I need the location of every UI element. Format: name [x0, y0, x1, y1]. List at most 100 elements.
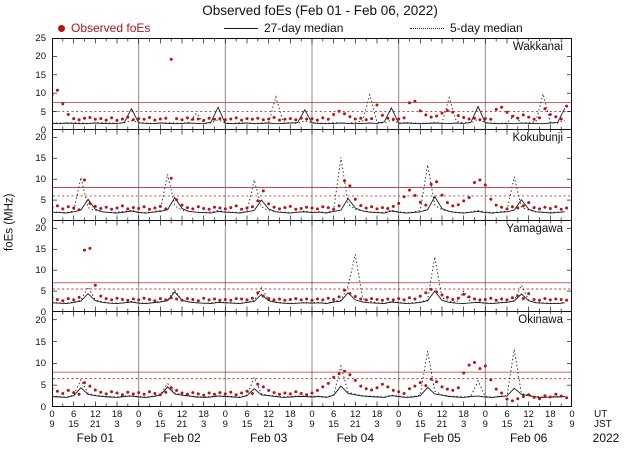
x-tick-label: 0 [482, 409, 488, 420]
x-tick-label: 3 [461, 419, 467, 430]
axis-ticks [52, 39, 572, 129]
y-tick-label: 20 [35, 223, 46, 235]
median27-line [52, 105, 566, 125]
axis-ticks [52, 312, 572, 406]
x-tick-label: 3 [114, 419, 120, 430]
y-tick-label: 10 [35, 88, 46, 100]
x-axis-jst-row: 9 15 21 3 9 15 21 3 9 15 21 3 9 15 21 3 9 15 21 3 9 15 21 3 9 [49, 419, 574, 430]
day-separators [138, 130, 486, 220]
x-tick-label: 12 [350, 409, 361, 420]
x-tick-label: 6 [157, 409, 163, 420]
y-tick-label: 0 [40, 125, 46, 136]
median27-line [52, 195, 565, 214]
x-tick-label: 9 [396, 419, 402, 430]
y-tick-label: 15 [35, 153, 46, 165]
x-tick-label: 3 [547, 419, 553, 430]
station-label-wakkanai: Wakkanai [510, 41, 565, 53]
panel-canvas-okinawa [52, 311, 572, 407]
x-tick-label: 3 [287, 419, 293, 430]
panel-border [52, 311, 572, 407]
x-tick-label: 18 [198, 409, 209, 420]
x-tick-label: 21 [350, 419, 361, 430]
dotted-line-icon [410, 27, 444, 29]
date-label: Feb 03 [249, 431, 288, 445]
observed-points [52, 57, 569, 122]
x-tick-label: 12 [90, 409, 101, 420]
x-tick-label: 0 [136, 409, 142, 420]
observed-dot-icon [58, 24, 65, 32]
x-tick-label: 21 [90, 419, 101, 430]
date-label: Feb 02 [163, 431, 201, 445]
legend: Observed foEs 27-day median 5-day median [0, 21, 640, 37]
y-tick-label: 20 [35, 314, 46, 326]
station-label-okinawa: Okinawa [516, 314, 565, 326]
y-tick-label: 25 [35, 33, 46, 44]
y-tick-label: 10 [35, 174, 46, 186]
y-tick-label: 5 [40, 380, 46, 392]
solid-line-icon [224, 27, 258, 29]
station-label-kokubunji: Kokubunji [510, 132, 565, 144]
x-tick-label: 9 [569, 419, 575, 430]
threshold-lines [53, 102, 571, 113]
x-tick-label: 12 [436, 409, 448, 420]
x-tick-label: 15 [328, 419, 339, 430]
y-tick-label: 0 [40, 307, 46, 318]
threshold-lines [53, 282, 571, 290]
x-tick-label: 0 [49, 409, 55, 420]
x-tick-label: 9 [309, 419, 315, 430]
x-tick-label: 15 [415, 419, 426, 430]
y-tick-labels: 25 20 15 10 5 0 20 15 10 5 0 20 15 10 5 0 20 15 10 5 0 [0, 33, 50, 413]
panel-canvas-wakkanai [52, 38, 572, 130]
x-tick-label: 9 [49, 419, 55, 430]
x-axis-date-row: Feb 01 Feb 02 Feb 03 Feb 04 Feb 05 Feb 06 [52, 431, 572, 446]
x-tick-label: 18 [458, 409, 469, 420]
panel-yamagawa: Yamagawa [52, 220, 572, 312]
x-tick-label: 3 [201, 419, 207, 430]
x-tick-label: 15 [155, 419, 166, 430]
day-separators [138, 221, 486, 311]
day-separators [138, 39, 486, 129]
x-tick-label: 15 [501, 419, 513, 430]
x-tick-label: 18 [285, 409, 296, 420]
x-tick-label: 6 [244, 409, 250, 420]
chart-title: Observed foEs (Feb 01 - Feb 06, 2022) [202, 3, 438, 18]
x-tick-label: 0 [569, 409, 575, 420]
median27-line [52, 385, 565, 398]
y-tick-label: 5 [40, 286, 46, 298]
x-tick-label: 21 [523, 419, 534, 430]
x-tick-label: 15 [68, 419, 79, 430]
y-tick-label: 15 [35, 336, 46, 348]
plot-area: Wakkanai Kokubunji Yamagawa Okinawa [52, 38, 572, 407]
y-tick-label: 10 [35, 265, 46, 277]
panel-kokubunji: Kokubunji [52, 129, 572, 221]
jst-axis-label: JST [594, 419, 612, 430]
x-tick-label: 18 [111, 409, 123, 420]
x-tick-label: 0 [309, 409, 315, 420]
x-axis-ut-row: 0 6 12 18 0 6 12 18 0 6 12 18 0 6 12 18 0 6 12 18 0 6 12 18 0 [49, 409, 574, 420]
x-tick-label: 12 [263, 409, 274, 420]
legend-observed-label: Observed foEs [71, 21, 151, 35]
x-tick-label: 9 [136, 419, 142, 430]
x-tick-label: 9 [222, 419, 228, 430]
x-tick-label: 21 [436, 419, 448, 430]
x-tick-label: 6 [331, 409, 337, 420]
x-tick-label: 6 [504, 409, 510, 420]
x-tick-label: 0 [396, 409, 402, 420]
ut-axis-label: UT [594, 409, 608, 420]
y-tick-label: 5 [40, 195, 46, 207]
threshold-lines [53, 187, 571, 197]
x-tick-label: 15 [241, 419, 253, 430]
y-tick-label: 15 [35, 69, 46, 81]
legend-median5-label: 5-day median [450, 21, 523, 35]
station-label-yamagawa: Yamagawa [504, 223, 565, 235]
y-tick-label: 5 [40, 106, 46, 118]
legend-median27-label: 27-day median [264, 21, 344, 35]
date-label: Feb 01 [76, 431, 114, 445]
y-tick-label: 20 [35, 132, 46, 144]
legend-item-median5: 5-day median [410, 21, 523, 35]
year-label: 2022 [592, 431, 620, 445]
x-tick-label: 12 [523, 409, 534, 420]
x-tick-label: 21 [263, 419, 274, 430]
x-tick-label: 12 [176, 409, 188, 420]
